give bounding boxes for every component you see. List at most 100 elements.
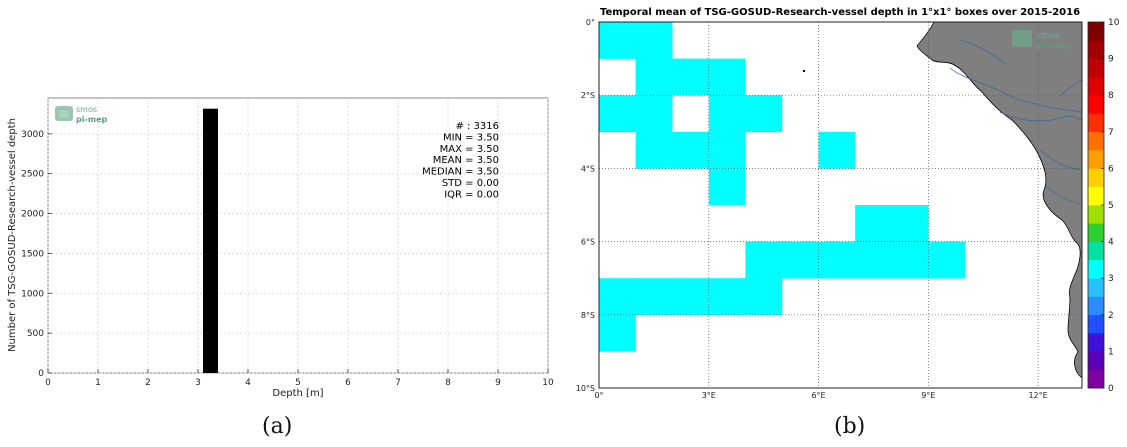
colorbar — [1087, 21, 1105, 389]
colorbar-tick-label: 0 — [1108, 384, 1114, 394]
map-cell — [818, 241, 856, 279]
histogram-x-tick-label: 6 — [345, 378, 351, 388]
colorbar-segment — [1088, 40, 1104, 59]
map-cell — [855, 205, 893, 242]
map-x-tick-label: 12°E — [1028, 391, 1047, 400]
map-x-tick-label: 9°E — [921, 391, 935, 400]
histogram-x-tick-label: 7 — [395, 378, 401, 388]
map-cell — [928, 241, 966, 279]
histogram-y-tick-label: 1000 — [21, 289, 44, 299]
colorbar-segment — [1088, 95, 1104, 114]
colorbar-segment — [1088, 314, 1104, 334]
colorbar-tick-label: 7 — [1108, 128, 1114, 138]
map-cell — [745, 278, 783, 316]
colorbar-tick-label: 3 — [1108, 274, 1114, 284]
map-cell — [599, 95, 636, 133]
map-cell — [672, 278, 710, 316]
colorbar-tick-label: 2 — [1108, 311, 1114, 321]
map-y-tick-label: 6°S — [581, 238, 595, 247]
colorbar-segment — [1088, 113, 1104, 133]
histogram-x-tick-label: 4 — [245, 378, 251, 388]
histogram-grid — [47, 98, 549, 374]
colorbar-segment — [1088, 205, 1104, 224]
colorbar-segment — [1088, 296, 1104, 316]
histogram-y-tick-label: 500 — [27, 329, 44, 339]
colorbar-segment — [1088, 259, 1104, 279]
colorbar-segment — [1088, 186, 1104, 206]
map-cell — [708, 95, 746, 133]
map-smos-pimep-logo: smos pi-mep — [1012, 30, 1072, 51]
histogram-x-tick-label: 9 — [495, 378, 501, 388]
colorbar-segment — [1088, 58, 1104, 78]
colorbar-segment — [1088, 241, 1104, 261]
map-logo-icon — [1012, 30, 1032, 47]
histogram-y-ticks: 0 500 1000 1500 2000 2500 3000 — [21, 130, 52, 379]
colorbar-tick-label: 5 — [1108, 201, 1114, 211]
map-cell — [708, 278, 746, 316]
histogram-x-tick-label: 10 — [542, 378, 554, 388]
histogram-x-axis-label: Depth [m] — [272, 388, 323, 399]
map-land-africa — [916, 21, 1083, 379]
map-cell — [745, 95, 783, 133]
map-cell — [672, 58, 710, 96]
logo-text-pimep: pi-mep — [76, 115, 108, 124]
histogram-x-tick-label: 0 — [45, 378, 51, 388]
map-y-tick-label: 10°S — [576, 384, 595, 393]
colorbar-segment — [1088, 150, 1104, 169]
map-cell — [708, 131, 746, 169]
histogram-bar — [203, 108, 218, 374]
histogram-stat-line: STD = 0.00 — [442, 178, 499, 189]
map-x-ticks: 0° 3°E 6°E 9°E 12°E — [594, 391, 1047, 400]
colorbar-segment — [1088, 131, 1104, 151]
map-logo-text-pimep: pi-mep — [1036, 41, 1072, 51]
histogram-stat-line: MIN = 3.50 — [443, 132, 499, 143]
histogram-x-ticks: 0 1 2 3 4 5 6 7 8 9 10 — [45, 369, 554, 388]
histogram-x-tick-label: 1 — [95, 378, 101, 388]
colorbar-tick-label: 6 — [1108, 164, 1114, 174]
map-cell — [891, 241, 929, 279]
colorbar-segment — [1088, 22, 1104, 41]
histogram-y-tick-label: 0 — [38, 369, 44, 379]
map-title: Temporal mean of TSG-GOSUD-Research-vess… — [600, 7, 1080, 18]
map-cell — [635, 58, 673, 96]
colorbar-tick-label: 1 — [1108, 347, 1114, 357]
colorbar-segment — [1088, 278, 1104, 297]
map-cell — [708, 58, 746, 96]
histogram-y-axis-label: Number of TSG-GOSUD-Research-vessel dept… — [7, 118, 18, 352]
colorbar-segment — [1088, 333, 1104, 352]
map-y-tick-label: 4°S — [581, 164, 595, 173]
colorbar-segment — [1088, 168, 1104, 187]
map-cell — [818, 131, 856, 169]
colorbar-tick-label: 9 — [1108, 55, 1114, 65]
map-grid — [599, 22, 1082, 388]
histogram-stat-line: IQR = 0.00 — [444, 189, 499, 200]
colorbar-segment — [1088, 76, 1104, 96]
map-y-ticks: 0° 2°S 4°S 6°S 8°S 10°S — [576, 18, 595, 393]
map-cell — [599, 278, 636, 316]
map-cell — [708, 168, 746, 206]
histogram-x-tick-label: 8 — [445, 378, 451, 388]
histogram-stat-line: MEAN = 3.50 — [433, 155, 499, 166]
map-rivers — [949, 39, 1083, 205]
map-panel: Temporal mean of TSG-GOSUD-Research-vess… — [576, 7, 1120, 400]
histogram-stat-line: MAX = 3.50 — [440, 144, 499, 155]
histogram-x-tick-label: 3 — [195, 378, 201, 388]
map-logo-text-smos: smos — [1036, 31, 1060, 41]
colorbar-segment — [1088, 223, 1104, 242]
histogram-panel: 0 1 2 3 4 5 6 7 8 9 10 0 500 1000 1500 2000 2500 3000 De… — [7, 97, 554, 399]
histogram-x-tick-label: 2 — [145, 378, 151, 388]
colorbar-tick-label: 4 — [1108, 238, 1114, 248]
map-cell — [672, 131, 710, 169]
map-frame — [598, 21, 1083, 389]
colorbar-segment — [1088, 369, 1104, 389]
map-cell — [855, 241, 893, 279]
colorbar-segment — [1088, 351, 1104, 370]
map-cell — [781, 241, 819, 279]
map-cell — [635, 22, 673, 59]
map-x-tick-label: 0° — [594, 391, 603, 400]
histogram-y-tick-label: 2500 — [21, 170, 44, 180]
colorbar-tick-label: 8 — [1108, 91, 1114, 101]
histogram-bars — [203, 108, 218, 374]
map-cell — [599, 22, 636, 59]
